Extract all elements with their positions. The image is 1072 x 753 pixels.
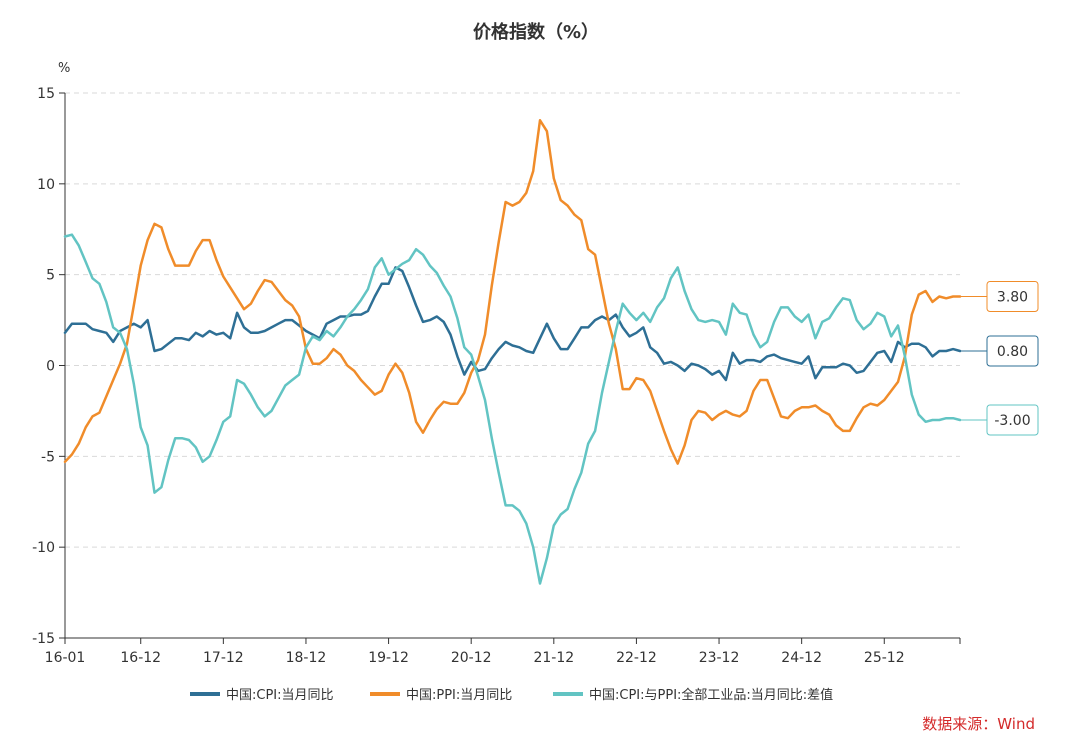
y-tick-label: 0 bbox=[46, 359, 55, 375]
x-tick-label: 21-12 bbox=[533, 650, 574, 666]
x-tick-label: 25-12 bbox=[864, 650, 905, 666]
y-tick-label: -15 bbox=[32, 631, 55, 647]
series-line-0 bbox=[63, 266, 962, 382]
end-labels: 0.80 3.80 -3.00 bbox=[960, 280, 1039, 436]
y-axis-ticks: 15 10 5 0 -5 -10 -15 bbox=[32, 86, 65, 647]
x-tick-label: 16-01 bbox=[45, 650, 86, 666]
y-tick-label: -10 bbox=[32, 540, 55, 556]
x-tick-label: 24-12 bbox=[781, 650, 822, 666]
series-line-2 bbox=[63, 233, 962, 585]
legend-entry-label: 中国:PPI:当月同比 bbox=[406, 688, 512, 703]
end-label-box bbox=[986, 404, 1039, 436]
end-label-value: -3.00 bbox=[994, 413, 1030, 429]
legend-entry-label: 中国:CPI:当月同比 bbox=[226, 688, 334, 703]
end-label-box bbox=[986, 335, 1039, 367]
series-lines bbox=[63, 119, 962, 585]
x-tick-label: 18-12 bbox=[286, 650, 327, 666]
y-tick-label: -5 bbox=[41, 449, 55, 465]
x-tick-label: 20-12 bbox=[451, 650, 492, 666]
x-tick-label: 19-12 bbox=[368, 650, 409, 666]
y-tick-label: 15 bbox=[37, 86, 55, 102]
axes bbox=[64, 93, 960, 639]
end-label-value: 0.80 bbox=[997, 344, 1028, 360]
end-label-box bbox=[986, 280, 1039, 312]
legend: 中国:CPI:当月同比 中国:PPI:当月同比 中国:CPI:与PPI:全部工业品:… bbox=[190, 687, 833, 703]
x-tick-label: 16-12 bbox=[120, 650, 161, 666]
legend-entry-label: 中国:CPI:与PPI:全部工业品:当月同比:差值 bbox=[589, 687, 833, 703]
y-tick-label: 10 bbox=[37, 177, 55, 193]
x-axis-ticks: 16-01 16-12 17-12 18-12 19-12 20-12 21-12 22-12… bbox=[45, 638, 961, 666]
data-source-note: 数据来源：Wind bbox=[922, 715, 1035, 733]
x-tick-label: 17-12 bbox=[203, 650, 244, 666]
x-tick-label: 23-12 bbox=[699, 650, 740, 666]
series-line-1 bbox=[63, 119, 962, 465]
y-axis-unit: % bbox=[58, 61, 70, 76]
end-label-value: 3.80 bbox=[997, 289, 1028, 305]
chart-title: 价格指数（%） bbox=[473, 21, 599, 43]
x-tick-label: 22-12 bbox=[616, 650, 657, 666]
y-tick-label: 5 bbox=[46, 268, 55, 284]
